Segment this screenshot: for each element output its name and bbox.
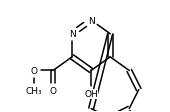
Text: CH₃: CH₃ [26, 87, 42, 96]
Text: N: N [88, 16, 95, 25]
Text: OH: OH [84, 89, 98, 98]
Text: O: O [30, 66, 37, 75]
Text: O: O [49, 87, 56, 96]
Text: N: N [69, 30, 75, 39]
